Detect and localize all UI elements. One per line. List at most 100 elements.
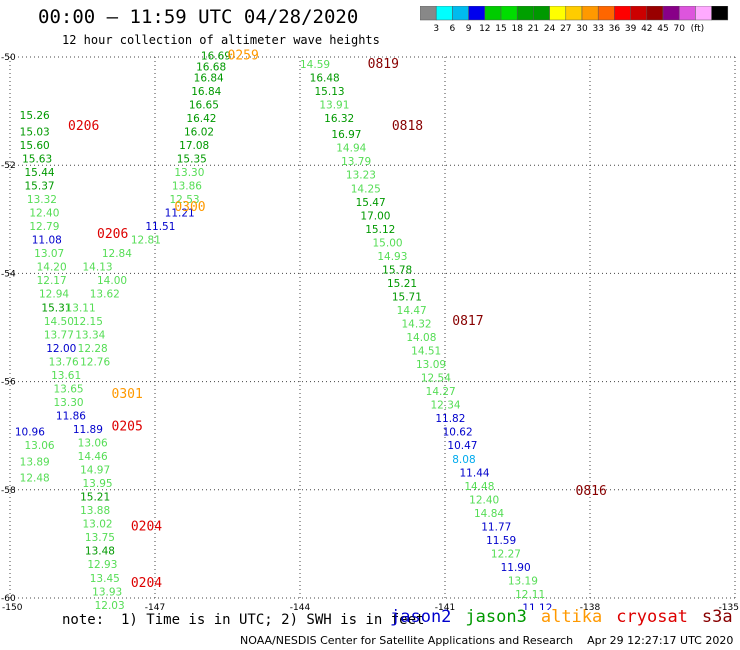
wave-height-point: 15.26 — [20, 110, 50, 122]
wave-height-point: 11.21 — [165, 208, 195, 220]
wave-height-point: 13.45 — [90, 573, 120, 585]
colorbar-label: 45 — [657, 24, 668, 34]
wave-height-point: 13.06 — [25, 440, 55, 452]
colorbar-label: 42 — [641, 24, 652, 34]
y-tick-label: -50 — [1, 53, 16, 63]
colorbar-label: 6 — [450, 24, 456, 34]
pass-time-label: 0816 — [576, 484, 607, 499]
wave-height-point: 13.30 — [54, 397, 84, 409]
wave-height-point: 8.08 — [452, 454, 475, 466]
pass-time-label: 0300 — [174, 200, 205, 215]
wave-height-point: 16.68 — [196, 62, 226, 74]
wave-height-point: 12.81 — [131, 235, 161, 247]
wave-height-point: 12.84 — [102, 248, 132, 260]
x-tick-label: -135 — [719, 603, 739, 610]
y-tick-label: -58 — [1, 486, 16, 496]
chart-subtitle: 12 hour collection of altimeter wave hei… — [62, 33, 380, 47]
chart-title: 00:00 – 11:59 UTC 04/28/2020 — [38, 6, 359, 28]
wave-height-point: 10.62 — [443, 427, 473, 439]
wave-height-point: 14.13 — [83, 262, 113, 274]
wave-height-point: 14.51 — [411, 346, 441, 358]
wave-height-point: 15.12 — [365, 224, 395, 236]
wave-height-point: 11.82 — [435, 413, 465, 425]
colorbar-label: (ft) — [691, 24, 705, 34]
wave-height-point: 11.44 — [460, 467, 490, 479]
wave-height-point: 14.00 — [97, 275, 127, 287]
wave-height-point: 13.75 — [85, 532, 115, 544]
wave-height-point: 14.47 — [397, 305, 427, 317]
wave-height-point: 13.30 — [174, 167, 204, 179]
legend-entry-s3a: s3a — [701, 607, 733, 627]
wave-height-point: 16.65 — [189, 99, 219, 111]
wave-height-point: 17.00 — [360, 210, 390, 222]
pass-time-label: 0204 — [131, 519, 162, 534]
colorbar-label: 36 — [609, 24, 621, 34]
pass-time-label: 0301 — [112, 387, 143, 402]
wave-height-point: 12.94 — [39, 289, 69, 301]
wave-height-point: 14.59 — [300, 59, 330, 71]
wave-height-point: 14.20 — [37, 262, 67, 274]
wave-height-point: 14.93 — [377, 251, 407, 263]
wave-height-point: 14.84 — [474, 508, 504, 520]
wave-height-point: 12.54 — [421, 373, 451, 385]
wave-height-point: 15.63 — [22, 153, 52, 165]
wave-height-point: 14.48 — [464, 481, 494, 493]
wave-height-point: 13.34 — [75, 329, 105, 341]
wave-height-point: 14.27 — [426, 386, 456, 398]
wave-height-point: 15.13 — [315, 86, 345, 98]
wave-height-point: 13.23 — [346, 170, 376, 182]
wave-height-point: 11.12 — [522, 603, 552, 610]
satellite-legend: jason2 jason3 altika cryosat s3a — [390, 607, 740, 627]
y-tick-label: -52 — [1, 161, 16, 171]
x-tick-label: -150 — [2, 603, 23, 610]
wave-height-point: 16.42 — [186, 113, 216, 125]
pass-time-label: 0205 — [112, 419, 143, 434]
wave-height-point: 13.09 — [416, 359, 446, 371]
colorbar-label: 24 — [544, 24, 556, 34]
wave-height-point: 13.79 — [341, 156, 371, 168]
footer-note: note: 1) Time is in UTC; 2) SWH is in fe… — [62, 612, 425, 628]
wave-height-point: 15.44 — [25, 167, 55, 179]
wave-height-point: 16.84 — [194, 72, 224, 84]
wave-height-point: 13.61 — [51, 370, 81, 382]
wave-height-point: 12.17 — [37, 275, 67, 287]
wave-height-point: 13.88 — [80, 505, 110, 517]
legend-entry-cryosat: cryosat — [616, 607, 688, 627]
colorbar-label: 15 — [495, 24, 506, 34]
wave-height-point: 13.89 — [20, 456, 50, 468]
colorbar-label: 12 — [479, 24, 490, 34]
wave-height-point: 12.15 — [73, 316, 103, 328]
wave-height-point: 13.86 — [172, 181, 202, 193]
colorbar-label: 33 — [592, 24, 603, 34]
wave-height-point: 17.08 — [179, 140, 209, 152]
pass-time-label: 0204 — [131, 576, 162, 591]
colorbar-label: 21 — [528, 24, 539, 34]
colorbar-label: 3 — [433, 24, 439, 34]
wave-height-point: 13.95 — [83, 478, 113, 490]
pass-time-label: 0818 — [392, 119, 423, 134]
pass-time-label: 0206 — [97, 227, 128, 242]
colorbar-swatch — [711, 6, 729, 21]
x-tick-label: -141 — [435, 603, 455, 610]
wave-height-point: 16.97 — [331, 129, 361, 141]
wave-height-point: 12.27 — [491, 548, 521, 560]
y-tick-label: -60 — [1, 594, 16, 604]
legend-entry-jason2: jason2 — [390, 607, 452, 627]
wave-height-point: 16.32 — [324, 113, 354, 125]
wave-height-point: 13.65 — [54, 383, 84, 395]
wave-height-point: 11.08 — [32, 235, 62, 247]
wave-height-point: 14.32 — [402, 319, 432, 331]
wave-height-point: 13.48 — [85, 546, 115, 558]
wave-height-point: 15.03 — [20, 126, 50, 138]
wave-height-point: 11.51 — [145, 221, 175, 233]
wave-height-point: 12.40 — [29, 208, 59, 220]
wave-height-point: 13.11 — [66, 302, 96, 314]
wave-height-point: 12.28 — [78, 343, 108, 355]
wave-height-point: 13.07 — [34, 248, 64, 260]
wave-height-point: 12.48 — [20, 473, 50, 485]
wave-height-point: 12.79 — [29, 221, 59, 233]
colorbar-label: 18 — [511, 24, 523, 34]
wave-height-point: 13.02 — [83, 519, 113, 531]
wave-height-point: 12.53 — [170, 194, 200, 206]
wave-height-point: 14.94 — [336, 143, 366, 155]
